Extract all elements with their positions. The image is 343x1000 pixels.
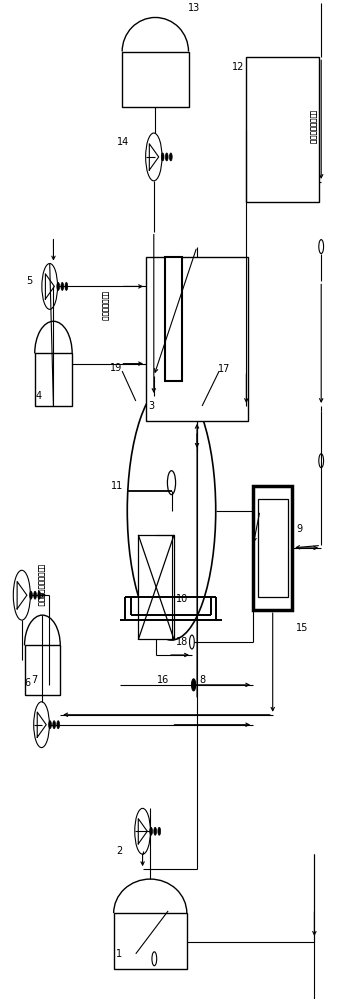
Text: 17: 17: [218, 364, 230, 374]
Text: 5: 5: [26, 276, 32, 286]
Circle shape: [319, 240, 323, 254]
Circle shape: [34, 702, 49, 748]
Circle shape: [38, 591, 40, 599]
Bar: [253, 486, 292, 610]
Text: 16: 16: [157, 675, 169, 685]
Circle shape: [152, 952, 157, 966]
Circle shape: [42, 264, 58, 309]
Bar: [139, 535, 174, 639]
Circle shape: [165, 153, 168, 161]
Circle shape: [127, 381, 216, 640]
Text: 含钙悬浮物废液进料下: 含钙悬浮物废液进料下: [37, 564, 44, 606]
Bar: [122, 52, 189, 107]
Circle shape: [150, 827, 152, 835]
Text: 1: 1: [116, 949, 122, 959]
Circle shape: [169, 153, 172, 161]
Bar: [146, 257, 248, 421]
Circle shape: [34, 591, 36, 599]
Circle shape: [61, 282, 64, 290]
Text: 来自化工装置废液: 来自化工装置废液: [309, 110, 316, 144]
Bar: [24, 645, 60, 695]
Circle shape: [161, 153, 164, 161]
Text: 2: 2: [117, 846, 123, 856]
Text: 15: 15: [296, 623, 309, 633]
Text: 9: 9: [296, 524, 303, 534]
Circle shape: [158, 827, 161, 835]
Circle shape: [13, 570, 30, 620]
Text: 6: 6: [25, 678, 31, 688]
Text: 12: 12: [232, 62, 244, 72]
Bar: [246, 57, 319, 202]
Circle shape: [167, 471, 176, 495]
Text: 14: 14: [117, 137, 129, 147]
Text: 来自化工装置废液: 来自化工装置废液: [309, 110, 316, 144]
Circle shape: [135, 808, 151, 854]
Circle shape: [57, 721, 60, 729]
Circle shape: [146, 133, 162, 181]
Text: 11: 11: [111, 481, 123, 491]
Circle shape: [29, 591, 32, 599]
Text: 4: 4: [35, 391, 41, 401]
Circle shape: [53, 721, 56, 729]
Circle shape: [319, 454, 323, 468]
Text: 氯盐废液进料管: 氯盐废液进料管: [102, 291, 108, 321]
Circle shape: [154, 827, 156, 835]
Bar: [35, 353, 72, 406]
Bar: [258, 499, 288, 597]
Text: 8: 8: [199, 675, 205, 685]
Text: 氯盐废液进料管: 氯盐废液进料管: [102, 291, 108, 321]
Bar: [114, 913, 187, 969]
Circle shape: [49, 721, 51, 729]
Circle shape: [65, 282, 68, 290]
Text: 10: 10: [176, 594, 188, 604]
Bar: [165, 257, 182, 381]
Text: 含钙悬浮物废液进料下: 含钙悬浮物废液进料下: [37, 564, 44, 606]
Text: 3: 3: [148, 401, 154, 411]
Text: 7: 7: [32, 675, 38, 685]
Circle shape: [192, 679, 196, 691]
Text: 18: 18: [176, 637, 188, 647]
Circle shape: [190, 635, 194, 649]
Text: 13: 13: [188, 3, 200, 13]
Text: 19: 19: [110, 363, 122, 373]
Circle shape: [57, 282, 60, 290]
